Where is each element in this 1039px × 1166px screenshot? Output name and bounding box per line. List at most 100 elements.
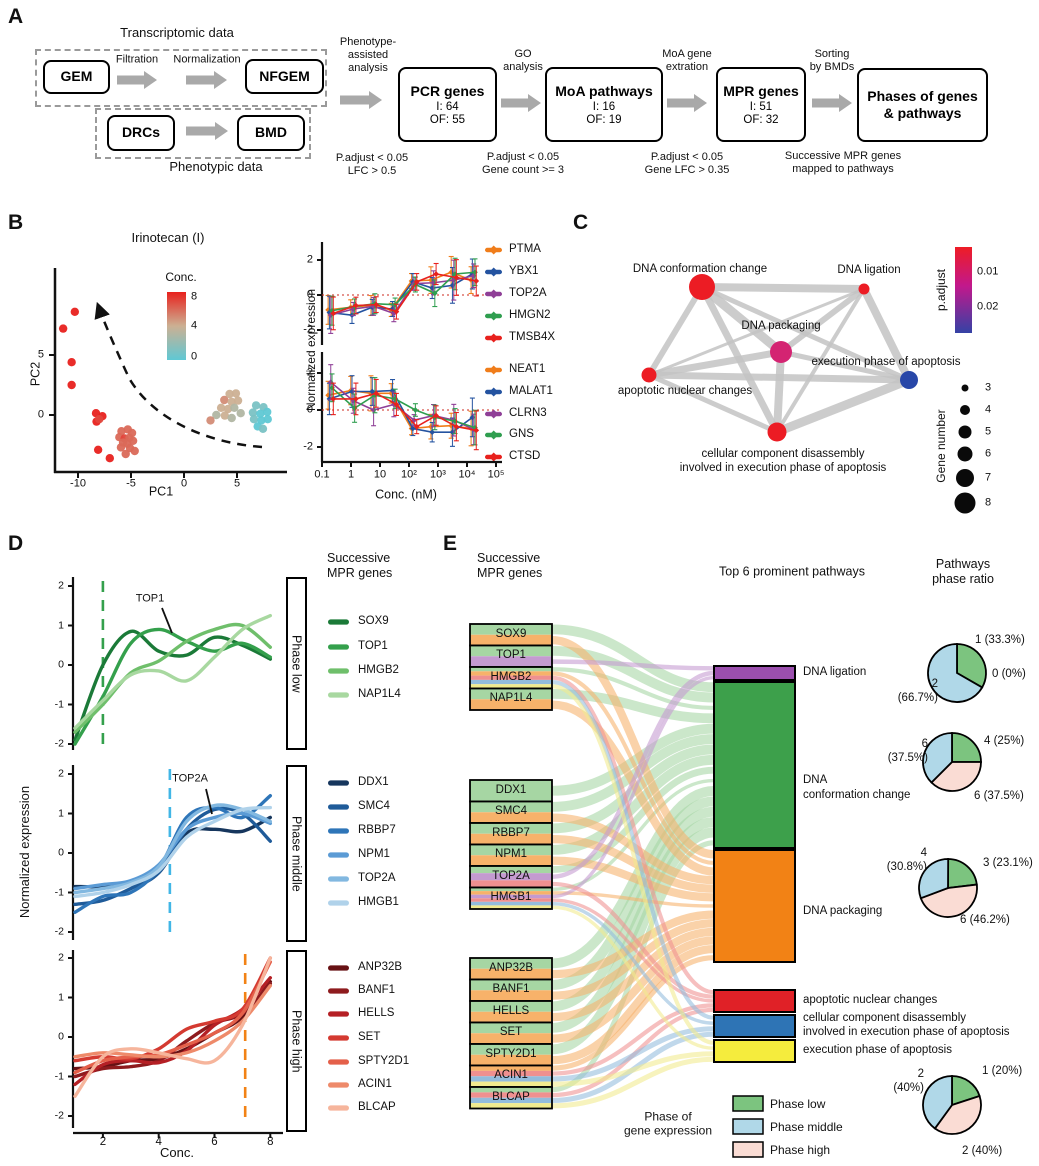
pie-slice-high bbox=[919, 883, 978, 918]
series-marker bbox=[353, 302, 359, 309]
phase-y-tick: 0 bbox=[58, 658, 64, 671]
gene-number-value: 8 bbox=[985, 496, 992, 509]
scatter-point bbox=[249, 415, 259, 424]
expr-legend-CLRN3: CLRN3 bbox=[509, 407, 547, 420]
legend-key-icon bbox=[489, 333, 499, 343]
pie-slice-high bbox=[933, 1094, 982, 1135]
annotation-line bbox=[205, 788, 213, 815]
mpr-legend-key-icon bbox=[328, 1035, 349, 1041]
pca-y-tick: 5 bbox=[37, 348, 44, 361]
gene-box-label-NAP1L4: NAP1L4 bbox=[489, 692, 533, 705]
gene-box-label-SET: SET bbox=[499, 1026, 523, 1039]
sankey-ribbon-HELLS-conf bbox=[551, 806, 715, 1012]
gene-number-value: 6 bbox=[985, 447, 992, 460]
bmd-box: BMD bbox=[255, 124, 287, 141]
sankey-ribbon-ACIN1-apop bbox=[551, 1003, 715, 1076]
phase-plot-1 bbox=[68, 765, 272, 940]
mpr-legend-key-icon bbox=[328, 1105, 349, 1111]
gene-number-dot bbox=[954, 492, 976, 514]
series-marker bbox=[353, 396, 359, 402]
gene-box-stripe bbox=[470, 679, 552, 685]
scatter-point bbox=[223, 404, 233, 414]
gene-box-stripe bbox=[470, 1022, 552, 1034]
mpr-legend-BLCAP: BLCAP bbox=[358, 1101, 396, 1114]
mpr-genes-title: MPR genes bbox=[723, 82, 799, 99]
phase-curve-NAP1L4 bbox=[73, 613, 272, 730]
mpr-legend-SET: SET bbox=[358, 1031, 381, 1044]
pie-slice-low bbox=[947, 858, 978, 890]
gene-box-stripe bbox=[470, 855, 552, 866]
gene-box-stripe bbox=[470, 1081, 552, 1087]
scatter-point bbox=[67, 358, 76, 367]
pathways-phase-ratio-header: Pathways phase ratio bbox=[932, 557, 994, 586]
phase-curve-SET bbox=[73, 956, 272, 1063]
gene-box-label-ANP32B: ANP32B bbox=[488, 961, 534, 974]
panel-a-label: A bbox=[8, 5, 24, 28]
mpr-legend-NPM1: NPM1 bbox=[358, 848, 390, 861]
sankey-ribbon-DDX1-conf bbox=[551, 723, 715, 796]
series-marker bbox=[369, 388, 376, 395]
network-node-dis bbox=[767, 422, 787, 442]
pie-label: 1 (20%) bbox=[982, 1065, 1023, 1078]
scatter-point bbox=[233, 396, 243, 405]
pathway-label-exec: execution phase of apoptosis bbox=[803, 1044, 952, 1057]
sankey-ribbon-HMGB1-pack bbox=[551, 891, 715, 908]
flow-arrow-icon bbox=[812, 94, 852, 112]
trajectory-arrow bbox=[94, 301, 263, 449]
phase-x-tick: 8 bbox=[267, 1136, 274, 1149]
series-marker bbox=[413, 423, 420, 430]
scatter-point bbox=[220, 411, 230, 420]
gene-box-label-SPTY2D1: SPTY2D1 bbox=[485, 1047, 537, 1060]
gene-box-stripe bbox=[470, 979, 552, 991]
gene-number-dot bbox=[961, 384, 969, 392]
mpr-legend-key-icon bbox=[328, 804, 349, 810]
legend-key-icon bbox=[489, 289, 499, 299]
network-node-label-apop: apoptotic nuclear changes bbox=[617, 385, 753, 398]
flow-arrow-icon bbox=[186, 122, 228, 140]
gene-box-stripe bbox=[470, 699, 552, 710]
gene-box-stripe bbox=[470, 1103, 552, 1109]
network-edge bbox=[648, 371, 910, 384]
expr-y-tick: -2 bbox=[303, 440, 313, 453]
gene-box-label-TOP1: TOP1 bbox=[496, 649, 526, 662]
gene-box-stripe bbox=[470, 866, 552, 874]
gene-box-label-ACIN1: ACIN1 bbox=[494, 1069, 528, 1082]
mpr-genes-i: I: 51 bbox=[749, 101, 773, 114]
pca-x-tick: -5 bbox=[126, 477, 136, 490]
conc-colorbar-tick: 8 bbox=[191, 290, 198, 303]
pcr-genes-of: OF: 55 bbox=[429, 114, 466, 127]
sankey-ribbon-ACIN1-exec bbox=[551, 1051, 715, 1087]
gene-box-stripe bbox=[470, 801, 552, 813]
scatter-point bbox=[58, 324, 68, 333]
sankey-ribbon-NPM1-conf bbox=[551, 754, 715, 855]
sankey-ribbon-HMGB1-lig bbox=[551, 675, 715, 899]
phase-x-tick: 6 bbox=[211, 1136, 218, 1149]
mpr-legend-key-icon bbox=[328, 644, 349, 650]
gene-box-label-DDX1: DDX1 bbox=[495, 783, 527, 796]
scatter-point bbox=[258, 424, 268, 433]
moa-pathways-i: I: 16 bbox=[592, 101, 616, 114]
sankey-ribbon-SET-pack bbox=[551, 936, 715, 1043]
sankey-ribbon-HMGB1-apop bbox=[551, 898, 715, 1003]
expression-ylabel: Normalized expression bbox=[303, 288, 318, 412]
phase-curve-ACIN1 bbox=[73, 983, 272, 1059]
pcr-genes-i: I: 64 bbox=[436, 101, 459, 114]
phase-curve-SOX9 bbox=[73, 629, 272, 742]
mpr-legend-key-icon bbox=[328, 828, 349, 834]
network-edge bbox=[779, 286, 866, 355]
conc-legend-title: Conc. bbox=[165, 269, 197, 284]
gem-box: GEM bbox=[60, 68, 93, 85]
gene-box-label-BLCAP: BLCAP bbox=[492, 1090, 530, 1103]
normalization-label: Normalization bbox=[173, 53, 241, 66]
gene-box-stripe bbox=[470, 675, 552, 680]
mpr-legend-key-icon bbox=[328, 692, 349, 698]
gene-number-value: 4 bbox=[985, 403, 992, 416]
phase-y-tick: -2 bbox=[54, 737, 64, 750]
network-node-label-exec: execution phase of apoptosis bbox=[811, 356, 961, 369]
gene-box-stripe bbox=[470, 833, 552, 845]
pathway-bar-apop bbox=[713, 989, 796, 1013]
gene-box-label-NPM1: NPM1 bbox=[495, 848, 527, 861]
series-line bbox=[333, 273, 477, 315]
network-node-label-pack: DNA packaging bbox=[741, 320, 821, 333]
